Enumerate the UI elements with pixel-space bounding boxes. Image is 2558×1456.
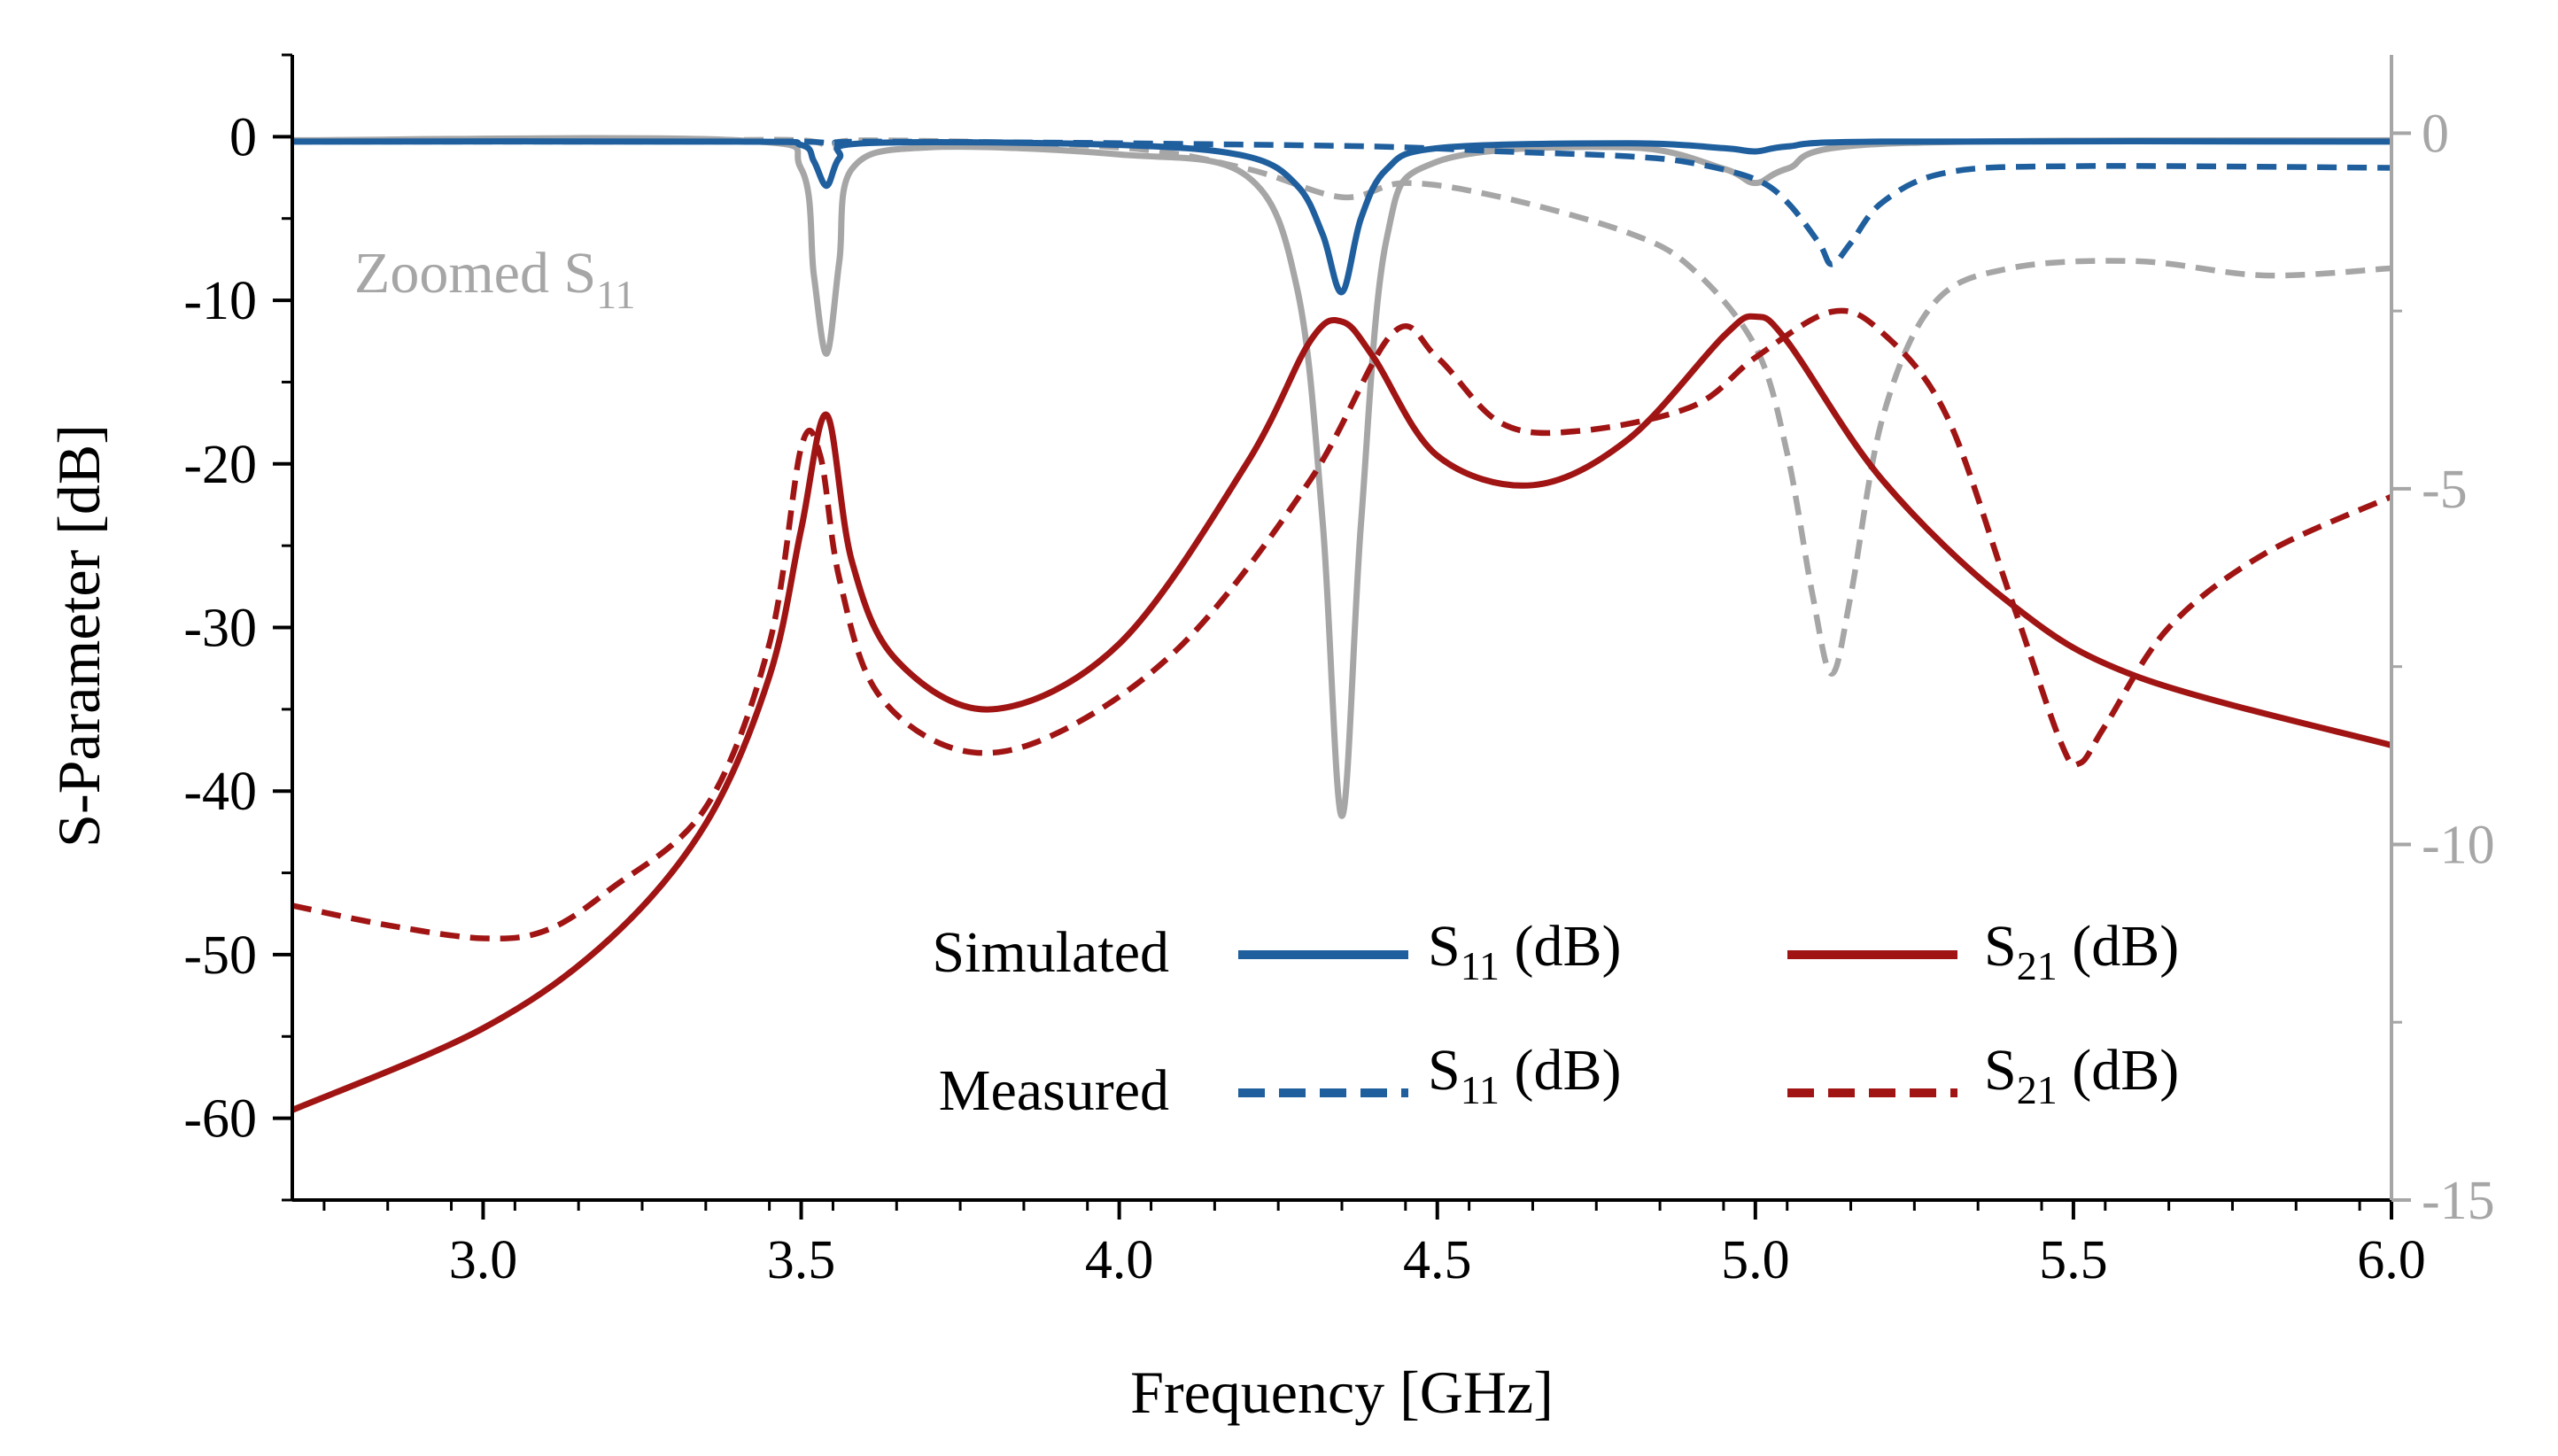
legend-meas-s21-s: S — [1984, 1038, 2017, 1103]
axes-group — [291, 55, 2393, 1202]
series-line-zoomed-measured-s11 — [292, 136, 2392, 677]
y-tick-label: -20 — [183, 435, 257, 495]
x-tick-label: 3.5 — [767, 1230, 836, 1290]
legend-meas-s21-unit: (dB) — [2058, 1038, 2179, 1103]
series-line-measured-s21-db — [291, 307, 2393, 942]
series-line-zoomed-simulated-s11 — [291, 135, 2392, 819]
legend-sim-s21-sub: 21 — [2017, 943, 2058, 988]
legend-sim-s11-unit: (dB) — [1500, 914, 1621, 979]
x-tick-label: 5.5 — [2039, 1230, 2108, 1290]
y2-tick-label: -10 — [2422, 815, 2495, 875]
legend-meas-s21-label: S21 (dB) — [1984, 1038, 2179, 1112]
legend-meas-s11-unit: (dB) — [1500, 1038, 1621, 1103]
y-tick-label: -10 — [183, 271, 257, 331]
y-tick-label: -40 — [183, 762, 257, 822]
x-tick-label: 4.5 — [1403, 1230, 1472, 1290]
y-tick-label: -60 — [183, 1089, 257, 1150]
legend-sim-s11-s: S — [1428, 914, 1461, 979]
legend: Simulated Measured S11 (dB) S11 (dB) S21… — [932, 914, 2179, 1123]
legend-sim-s11-label: S11 (dB) — [1428, 914, 1622, 988]
legend-sim-s21-s: S — [1984, 914, 2017, 979]
legend-meas-s11-s: S — [1428, 1038, 1461, 1103]
series-line-simulated-s21-db — [291, 313, 2392, 1113]
x-axis-title: Frequency [GHz] — [1130, 1359, 1554, 1426]
y-tick-label: -50 — [183, 925, 257, 986]
x-tick-label: 3.0 — [449, 1230, 518, 1290]
y-axis-title: S-Parameter [dB] — [45, 424, 112, 848]
y-tick-label: -30 — [183, 599, 257, 659]
y-tick-label: 0 — [229, 107, 257, 167]
legend-meas-s21-sub: 21 — [2017, 1067, 2058, 1112]
x-tick-label: 5.0 — [1721, 1230, 1790, 1290]
y2-tick-label: 0 — [2422, 104, 2449, 164]
zoomed-annotation-main: Zoomed S — [354, 241, 596, 306]
y2-tick-label: -5 — [2422, 460, 2468, 520]
legend-sim-s11-sub: 11 — [1461, 943, 1500, 988]
y2-tick-label: -15 — [2422, 1171, 2495, 1231]
legend-meas-s11-label: S11 (dB) — [1428, 1038, 1622, 1112]
legend-row-simulated: Simulated — [932, 920, 1169, 985]
legend-meas-s11-sub: 11 — [1461, 1067, 1500, 1112]
ticks-group: 3.0 3.5 4.0 4.5 5.0 5.5 6.00-10-20-30-40-50-60… — [183, 53, 2495, 1290]
zoomed-annotation-sub: 11 — [596, 272, 635, 317]
series-group — [291, 135, 2393, 1113]
legend-sim-s21-unit: (dB) — [2058, 914, 2179, 979]
x-tick-label: 4.0 — [1085, 1230, 1154, 1290]
legend-row-measured: Measured — [939, 1058, 1169, 1123]
series-line-simulated-s11-db — [291, 138, 2392, 296]
zoomed-annotation: Zoomed S11 — [354, 241, 635, 317]
legend-sim-s21-label: S21 (dB) — [1984, 914, 2179, 988]
x-tick-label: 6.0 — [2357, 1230, 2426, 1290]
series-line-measured-s11-db — [292, 138, 2392, 267]
